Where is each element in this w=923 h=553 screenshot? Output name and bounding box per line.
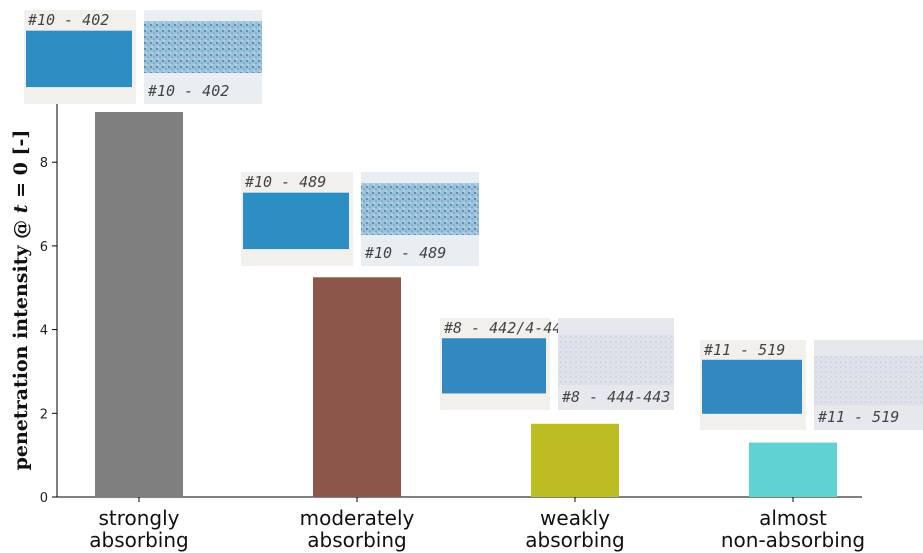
bar (95, 112, 183, 497)
sample-photo-back: #8 - 444-443 (558, 318, 674, 410)
x-tick-labels: strongly absorbing moderately absorbing weak… (89, 497, 865, 552)
sample-photo-dyed: #8 - 442/4-443 (440, 318, 570, 410)
bar (313, 277, 401, 497)
sample-photo-back: #11 - 519 (814, 340, 923, 430)
y-tick-label: 6 (40, 240, 48, 255)
bar (531, 423, 619, 497)
photo-label: #11 - 519 (703, 341, 785, 359)
x-tick-label: moderately absorbing (300, 506, 415, 552)
y-axis-label: penetration intensity @ t = 0 [-] (10, 130, 32, 471)
sample-photo-back: #10 - 489 (361, 172, 479, 266)
sample-photo-back: #10 - 402 (144, 10, 262, 104)
sample-photo-dyed: #10 - 489 (241, 172, 353, 266)
sample-photo-dyed: #11 - 519 (700, 340, 806, 430)
sample-photos: #10 - 402 #10 - 402 #10 - 489 #10 - 489 #8 -… (24, 10, 923, 430)
x-tick-label: almost non-absorbing (721, 506, 865, 552)
photo-label: #10 - 402 (27, 11, 109, 29)
y-ticks: 0 2 4 6 8 (40, 156, 57, 506)
photo-label: #10 - 402 (147, 82, 229, 100)
bar (749, 442, 837, 497)
photo-label: #10 - 489 (244, 173, 326, 191)
bars (95, 112, 837, 497)
axes (56, 100, 862, 498)
y-tick-label: 4 (40, 324, 48, 339)
photo-label: #10 - 489 (364, 244, 446, 262)
x-tick-label: weakly absorbing (525, 506, 624, 552)
photo-label: #8 - 442/4-443 (443, 319, 570, 337)
y-tick-label: 8 (40, 156, 48, 171)
photo-label: #8 - 444-443 (561, 388, 670, 406)
x-tick-label: strongly absorbing (89, 506, 188, 552)
y-tick-label: 0 (40, 491, 48, 506)
y-tick-label: 2 (40, 407, 48, 422)
sample-photo-dyed: #10 - 402 (24, 10, 136, 104)
photo-label: #11 - 519 (817, 408, 899, 426)
